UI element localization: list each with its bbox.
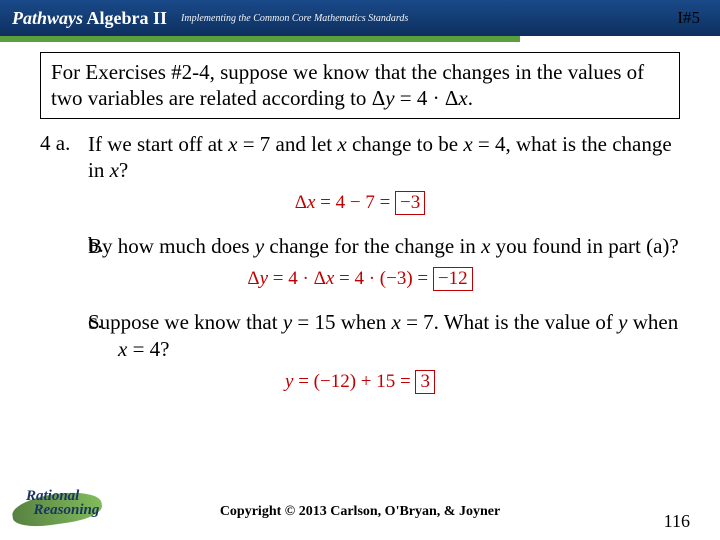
problem-4b: b. By how much does y change for the cha… bbox=[40, 233, 680, 259]
brand-algebra: Algebra II bbox=[83, 8, 167, 28]
problem-number: 4 a. bbox=[40, 131, 88, 184]
context-box: For Exercises #2-4, suppose we know that… bbox=[40, 52, 680, 119]
slide-content: For Exercises #2-4, suppose we know that… bbox=[0, 42, 720, 394]
copyright-text: Copyright © 2013 Carlson, O'Bryan, & Joy… bbox=[220, 504, 500, 520]
publisher-logo: Rational Reasoning bbox=[12, 484, 107, 532]
problem-list: 4 a. If we start off at x = 7 and let x … bbox=[40, 131, 680, 394]
logo-text: Rational Reasoning bbox=[26, 490, 99, 517]
answer-4c-boxed: 3 bbox=[415, 370, 435, 394]
brand-title: Pathways Algebra II bbox=[12, 8, 167, 29]
brand-subtitle: Implementing the Common Core Mathematics… bbox=[181, 13, 408, 24]
item-number: I#5 bbox=[677, 8, 700, 28]
problem-text: By how much does y change for the change… bbox=[88, 233, 680, 259]
slide-header: Pathways Algebra II Implementing the Com… bbox=[0, 0, 720, 36]
answer-4c: y = (−12) + 15 = 3 bbox=[40, 370, 680, 394]
answer-4a: Δx = 4 − 7 = −3 bbox=[40, 191, 680, 215]
slide-footer: Rational Reasoning Copyright © 2013 Carl… bbox=[0, 484, 720, 532]
brand-pathways: Pathways bbox=[12, 8, 83, 28]
problem-4c: c. Suppose we know that y = 15 when x = … bbox=[40, 309, 680, 362]
problem-text: Suppose we know that y = 15 when x = 7. … bbox=[88, 309, 680, 362]
context-equation: Δy = 4 · Δx. bbox=[372, 86, 473, 110]
problem-4a: 4 a. If we start off at x = 7 and let x … bbox=[40, 131, 680, 184]
problem-number-spacer bbox=[40, 309, 88, 362]
problem-text: If we start off at x = 7 and let x chang… bbox=[88, 131, 680, 184]
answer-4b-boxed: −12 bbox=[433, 267, 473, 291]
answer-4a-boxed: −3 bbox=[395, 191, 425, 215]
problem-number-spacer bbox=[40, 233, 88, 259]
context-text: For Exercises #2-4, suppose we know that… bbox=[51, 60, 644, 110]
page-number: 116 bbox=[664, 511, 690, 532]
answer-4b: Δy = 4 · Δx = 4 · (−3) = −12 bbox=[40, 267, 680, 291]
